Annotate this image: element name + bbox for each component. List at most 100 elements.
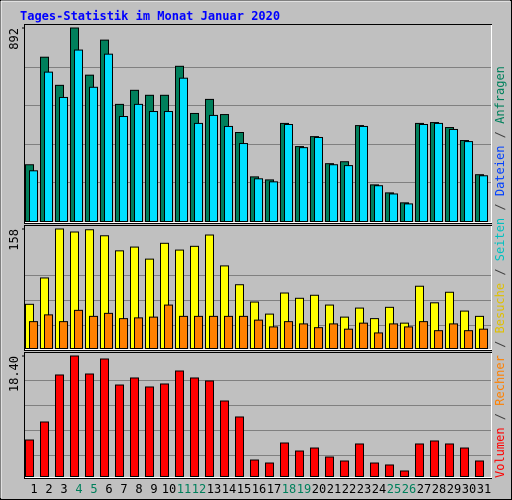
legend-separator: /: [493, 124, 507, 146]
bar: [325, 456, 334, 477]
x-tick-label: 24: [372, 482, 386, 496]
bar: [434, 122, 443, 222]
bar: [194, 315, 203, 350]
bar: [430, 440, 439, 478]
bar: [280, 442, 289, 477]
bar: [295, 450, 304, 477]
chart-title: Tages-Statistik im Monat Januar 2020: [20, 9, 280, 23]
bar: [134, 317, 143, 349]
bar: [299, 323, 308, 350]
x-tick-label: 4: [75, 482, 82, 496]
y-tick-label: 18.40: [7, 356, 21, 392]
x-tick-label: 5: [90, 482, 97, 496]
bar: [40, 421, 49, 477]
bar: [479, 175, 488, 222]
bar: [190, 377, 199, 478]
bar: [254, 319, 263, 349]
bar: [404, 326, 413, 350]
x-tick-label: 13: [207, 482, 221, 496]
bar: [449, 128, 458, 222]
bar: [314, 136, 323, 222]
bar: [119, 318, 128, 350]
bar: [464, 330, 473, 349]
bar: [179, 315, 188, 350]
bar: [449, 323, 458, 350]
bar: [460, 447, 469, 477]
x-tick-label: 16: [252, 482, 266, 496]
bar: [370, 462, 379, 477]
bar: [160, 383, 169, 478]
bar: [479, 328, 488, 350]
bar: [205, 380, 214, 478]
bar: [374, 332, 383, 349]
bar: [269, 326, 278, 350]
bar: [224, 125, 233, 222]
x-tick-label: 25: [387, 482, 401, 496]
bar: [74, 309, 83, 349]
bar: [29, 170, 38, 222]
bar: [194, 122, 203, 222]
bar: [359, 125, 368, 222]
legend-separator: /: [493, 406, 507, 428]
x-tick-label: 9: [150, 482, 157, 496]
bar: [89, 86, 98, 222]
x-tick-label: 17: [267, 482, 281, 496]
bar: [355, 443, 364, 478]
bar: [389, 323, 398, 350]
bar: [310, 447, 319, 477]
bar: [134, 103, 143, 222]
bar: [220, 400, 229, 477]
x-tick-label: 19: [297, 482, 311, 496]
bar: [284, 124, 293, 222]
bar: [149, 111, 158, 222]
x-tick-label: 23: [357, 482, 371, 496]
bar: [265, 462, 274, 477]
x-tick-label: 12: [192, 482, 206, 496]
bar: [55, 374, 64, 478]
x-tick-label: 21: [327, 482, 341, 496]
bar: [269, 181, 278, 223]
bar: [70, 355, 79, 477]
bar: [329, 323, 338, 350]
bar: [59, 321, 68, 350]
bar: [100, 358, 109, 477]
bar: [235, 416, 244, 478]
bar: [299, 147, 308, 223]
bar: [104, 312, 113, 349]
bar: [59, 96, 68, 222]
x-tick-label: 31: [477, 482, 491, 496]
legend-entry: Dateien: [493, 146, 507, 197]
legend-separator: /: [493, 261, 507, 283]
bar: [475, 460, 484, 477]
bar: [209, 114, 218, 222]
x-tick-label: 27: [417, 482, 431, 496]
bar: [74, 49, 83, 223]
x-tick-label: 7: [120, 482, 127, 496]
x-tick-label: 28: [432, 482, 446, 496]
bar: [224, 315, 233, 350]
y-tick-label: 892: [7, 28, 21, 50]
x-tick-label: 3: [60, 482, 67, 496]
x-tick-label: 22: [342, 482, 356, 496]
bar: [419, 321, 428, 350]
bar: [130, 377, 139, 478]
bar: [400, 470, 409, 478]
bar: [44, 314, 53, 349]
x-tick-label: 2: [45, 482, 52, 496]
legend-entry: Volumen: [493, 427, 507, 478]
x-tick-label: 15: [237, 482, 251, 496]
legend-separator: /: [493, 196, 507, 218]
bar: [314, 327, 323, 349]
legend-entry: Seiten: [493, 218, 507, 261]
bar: [250, 459, 259, 477]
bar: [340, 460, 349, 477]
bar: [25, 439, 34, 477]
bar: [209, 315, 218, 350]
bar: [85, 373, 94, 477]
bar: [415, 443, 424, 478]
bar: [404, 203, 413, 223]
legend-entry: Besuche: [493, 283, 507, 334]
bar: [434, 330, 443, 349]
bar: [29, 321, 38, 350]
